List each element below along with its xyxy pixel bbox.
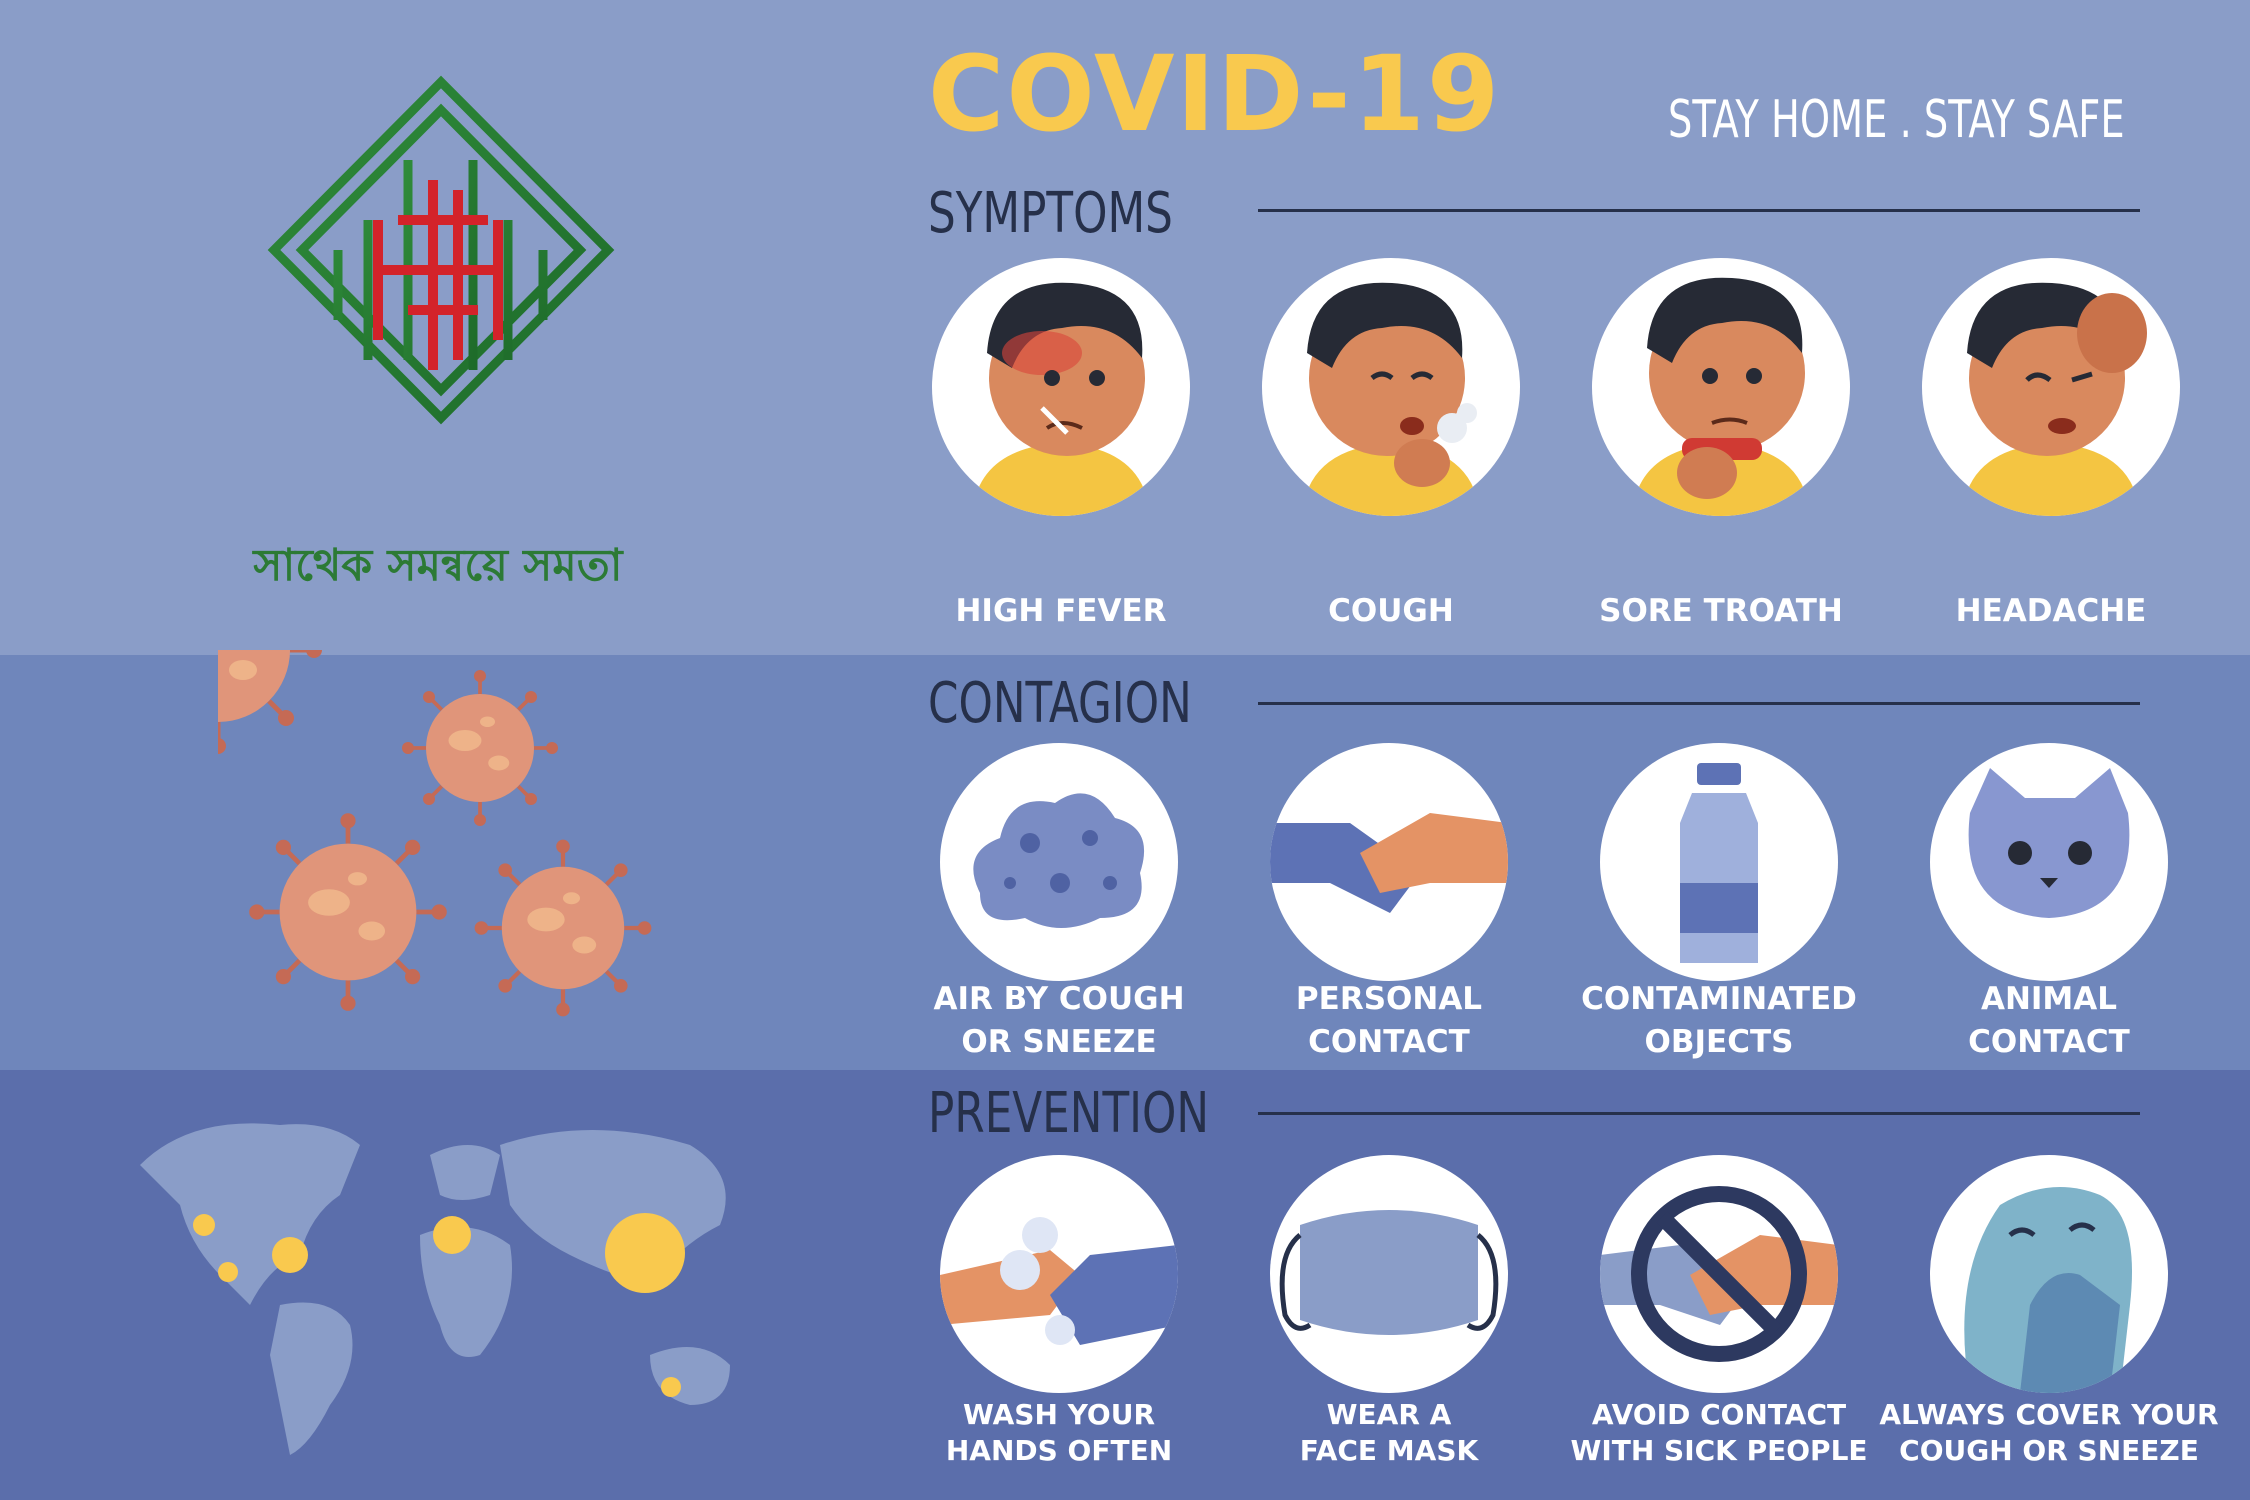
contagion-heading: CONTAGION [928,671,1192,736]
prevention-label-line1: AVOID CONTACT [1591,1398,1847,1431]
handshake-icon [1270,743,1508,981]
symptom-label: SORE TROATH [1599,593,1843,629]
symptom-label: COUGH [1328,593,1454,629]
air-cloud-icon [940,743,1178,981]
prevention-divider [1258,1112,2140,1115]
cough-icon [1262,258,1520,516]
world-map-icon [140,1123,730,1455]
prevention-label-line2: COUGH OR SNEEZE [1899,1434,2199,1467]
logo-caption: সাথেক সমন্বয়ে সমতা [253,540,623,591]
prevention-label-line2: FACE MASK [1299,1434,1479,1467]
prevention-label-line2: HANDS OFTEN [945,1434,1173,1467]
symptom-label: HEADACHE [1955,593,2147,629]
symptoms-divider [1258,209,2140,212]
hand-wash-icon [940,1155,1178,1393]
prevention-label-line2: WITH SICK PEOPLE [1570,1434,1868,1467]
contagion-label-line1: CONTAMINATED [1581,981,1857,1017]
contagion-label-line1: AIR BY COUGH [933,981,1185,1017]
virus-illustration [218,650,698,1060]
contagion-label-line1: ANIMAL [1980,981,2118,1017]
symptoms-heading: SYMPTOMS [928,181,1173,246]
prevention-label-line1: WEAR A [1326,1398,1452,1431]
page-title: COVID-19 [928,33,1502,155]
contagion-divider [1258,702,2140,705]
maze-logo-icon [267,75,615,425]
contagion-label-line2: CONTACT [1968,1024,2130,1060]
cover-mouth-icon [1930,1155,2168,1393]
face-mask-icon [1270,1155,1508,1393]
contagion-label-line2: OR SNEEZE [961,1024,1157,1060]
tagline: STAY HOME . STAY SAFE [1668,90,2125,150]
cat-icon [1930,743,2168,981]
prevention-label-line1: ALWAYS COVER YOUR [1879,1398,2219,1431]
headache-icon [1922,258,2180,516]
prevention-label-line1: WASH YOUR [962,1398,1156,1431]
sore-throat-icon [1592,258,1850,516]
fever-icon [932,258,1190,516]
contagion-label-line2: CONTACT [1308,1024,1470,1060]
no-handshake-icon [1600,1155,1838,1393]
contagion-label-line1: PERSONAL [1295,981,1483,1017]
contagion-label-line2: OBJECTS [1644,1024,1794,1060]
prevention-heading: PREVENTION [928,1081,1210,1146]
symptom-label: HIGH FEVER [955,593,1167,629]
bottle-icon [1600,743,1838,981]
